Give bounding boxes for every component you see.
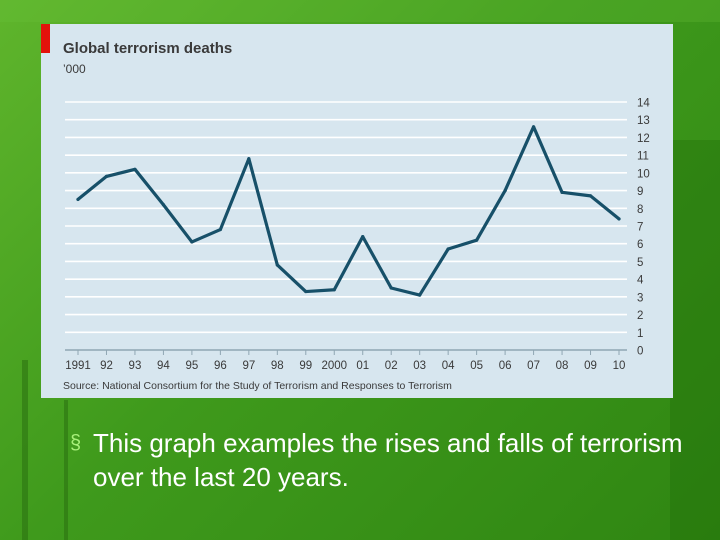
x-tick-label: 2000	[321, 360, 347, 372]
y-tick-label: 5	[637, 257, 643, 269]
chart-source: Source: National Consortium for the Stud…	[63, 380, 452, 392]
x-tick-label: 07	[527, 360, 540, 372]
data-point	[503, 188, 507, 193]
data-point	[446, 247, 450, 251]
decorative-panel	[670, 140, 720, 540]
data-point	[588, 194, 593, 198]
data-point	[275, 263, 279, 267]
x-tick-label: 02	[385, 360, 398, 372]
series-layer	[76, 125, 621, 297]
y-tick-label: 12	[637, 133, 650, 145]
x-tick-label: 03	[413, 360, 426, 372]
x-tick-label: 94	[157, 360, 170, 372]
line-chart: Global terrorism deaths ’000 01234567891…	[41, 24, 673, 398]
data-point	[190, 240, 194, 244]
x-tick-label: 08	[556, 360, 569, 372]
chart-title: Global terrorism deaths	[63, 40, 232, 57]
y-tick-label: 8	[637, 204, 643, 216]
data-point	[104, 174, 109, 178]
x-tick-label: 06	[499, 360, 512, 372]
x-axis-ticks: 1991 92 93 94 95 96 97 98 99 2000 01 02 03 04 05 06 07 08…	[65, 350, 625, 372]
y-tick-label: 9	[637, 186, 643, 198]
data-point	[389, 286, 393, 290]
bullet-marker: §	[70, 432, 82, 454]
x-tick-label: 09	[584, 360, 597, 372]
y-tick-label: 2	[637, 310, 643, 322]
x-tick-label: 01	[356, 360, 369, 372]
y-tick-label: 7	[637, 222, 643, 234]
data-point	[531, 125, 536, 129]
data-point	[617, 217, 621, 221]
x-tick-label: 1991	[65, 360, 91, 372]
y-tick-label: 1	[637, 328, 643, 340]
x-tick-label: 98	[271, 360, 284, 372]
data-point	[418, 293, 422, 297]
y-tick-label: 0	[637, 346, 643, 358]
data-point	[247, 157, 251, 161]
y-tick-label: 4	[637, 275, 644, 287]
bullet-item: § This graph examples the rises and fall…	[70, 426, 700, 494]
data-point	[161, 203, 166, 207]
y-tick-label: 11	[637, 151, 649, 163]
accent-marker	[41, 24, 50, 53]
y-tick-label: 6	[637, 239, 643, 251]
data-point	[475, 238, 479, 242]
y-tick-label: 14	[637, 98, 650, 110]
series-line	[76, 125, 621, 297]
data-point	[133, 167, 137, 171]
x-tick-label: 04	[442, 360, 455, 372]
y-tick-label: 13	[637, 115, 650, 127]
x-tick-label: 99	[299, 360, 312, 372]
x-tick-label: 05	[470, 360, 483, 372]
data-point	[218, 227, 222, 232]
grid-lines	[65, 101, 627, 351]
x-tick-label: 95	[185, 360, 198, 372]
decorative-bar	[64, 400, 68, 540]
data-point	[304, 289, 308, 294]
y-tick-label: 10	[637, 168, 650, 180]
data-point	[332, 288, 336, 292]
decorative-band	[0, 0, 720, 22]
decorative-bar	[22, 360, 28, 540]
bullet-text: This graph examples the rises and falls …	[93, 428, 683, 492]
x-tick-label: 92	[100, 360, 113, 372]
y-tick-label: 3	[637, 292, 643, 304]
data-point	[560, 190, 564, 194]
x-tick-label: 96	[214, 360, 227, 372]
x-tick-label: 10	[613, 360, 626, 372]
x-tick-label: 97	[242, 360, 255, 372]
x-tick-label: 93	[129, 360, 142, 372]
chart-subtitle: ’000	[63, 62, 86, 76]
data-point	[361, 235, 365, 239]
chart-background	[41, 24, 673, 398]
data-point	[76, 197, 80, 202]
